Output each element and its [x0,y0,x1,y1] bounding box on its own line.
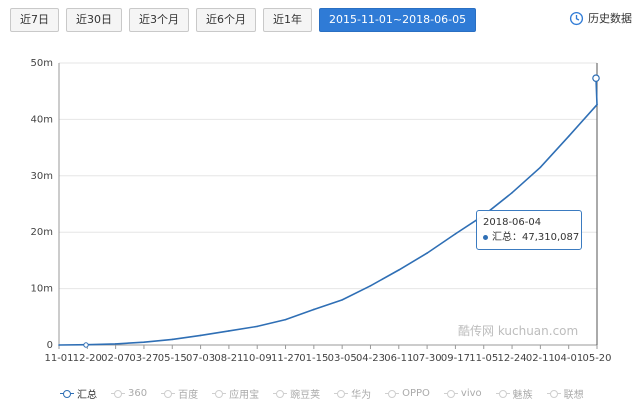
history-data-label: 历史数据 [588,12,632,25]
data-point [228,330,230,332]
data-point [313,308,315,311]
series-dot [483,234,488,240]
legend-item[interactable]: 华为 [334,386,371,401]
legend-item[interactable]: 豌豆荚 [273,386,320,401]
legend-label: 百度 [178,390,199,401]
legend-item[interactable]: vivo [443,386,482,401]
data-point [284,318,287,321]
data-point [58,344,60,346]
legend-marker-icon [212,389,227,399]
x-tick-label: 12-20 [73,353,102,364]
data-point [426,252,428,254]
legend-item[interactable]: 汇总 [60,386,97,401]
legend-label: 魅族 [512,390,533,401]
data-point [199,334,202,337]
range-30d-button[interactable]: 近30日 [66,8,122,32]
legend-marker-icon [546,389,561,399]
history-data-link[interactable]: 历史数据 [569,10,632,26]
grid-lines [58,62,598,346]
x-tick-label: 11-05 [469,353,498,364]
tooltip: 2018-06-04 汇总：47,310,087 [476,210,582,250]
data-point [143,341,145,343]
legend-item[interactable]: 联想 [546,386,584,401]
x-tick-label: 12-24 [498,353,527,364]
data-point [539,166,542,169]
legend-label: vivo [460,388,482,399]
data-point [454,233,457,235]
data-point [511,191,513,194]
x-tick-label: 04-01 [554,353,583,364]
legend-marker-icon [273,389,288,399]
legend-item[interactable]: OPPO [385,386,430,401]
date-range-toolbar: 近7日 近30日 近3个月 近6个月 近1年 2015-11-01~2018-0… [10,8,477,32]
range-1y-button[interactable]: 近1年 [263,8,312,32]
legend-item[interactable]: 应用宝 [212,386,259,401]
x-tick-label: 10-09 [243,353,272,364]
data-point [567,135,570,138]
legend-label: 汇总 [77,390,97,401]
range-7d-button[interactable]: 近7日 [10,8,59,32]
range-custom-button[interactable]: 2015-11-01~2018-06-05 [319,8,477,32]
x-tick-label: 11-01 [44,353,73,364]
legend-marker-icon [60,389,74,399]
legend-label: 联想 [563,390,584,401]
x-tick-label: 06-11 [384,353,413,364]
clock-history-icon [569,11,584,25]
x-tick-label: 01-15 [299,353,328,364]
range-6m-button[interactable]: 近6个月 [196,8,256,32]
x-tick-label: 03-05 [328,353,357,364]
x-tick-label: 08-21 [214,353,243,364]
y-tick-label: 10m [31,284,53,295]
y-tick-label: 30m [31,171,53,182]
x-tick-label: 05-15 [158,353,187,364]
legend-marker-icon [161,389,176,399]
watermark: 酷传网 kuchuan.com [458,324,579,338]
x-tick-label: 05-20 [582,353,611,364]
legend-item[interactable]: 魅族 [495,386,533,401]
legend-marker-icon [385,389,400,399]
legend-item[interactable]: 360 [111,386,147,401]
y-tick-label: 50m [31,58,53,69]
y-tick-label: 40m [31,114,53,125]
legend-marker-icon [443,389,458,399]
data-point [114,343,117,345]
chart-legend: 汇总 360 百度 应用宝 豌豆荚 华为 OPPO vivo 魅族 联想 [60,386,584,401]
legend-label: OPPO [402,388,430,399]
legend-label: 华为 [351,390,372,401]
data-point [369,284,372,287]
y-tick-label: 20m [31,227,53,238]
tooltip-date: 2018-06-04 [483,217,542,228]
x-tick-label: 02-07 [101,353,130,364]
y-tick-label: 0 [47,340,53,351]
data-point [171,338,174,341]
legend-marker-icon [495,389,510,399]
x-axis: 11-01 12-20 02-07 03-27 05-15 07-03 08-21 10-09… [44,345,612,364]
legend-label: 豌豆荚 [290,390,321,401]
highlighted-point[interactable] [592,74,600,82]
x-tick-label: 04-23 [356,353,385,364]
tooltip-value: 汇总：47,310,087 [492,232,580,243]
data-point [397,269,400,271]
x-tick-label: 11-27 [271,353,300,364]
range-3m-button[interactable]: 近3个月 [129,8,189,32]
x-tick-label: 07-03 [186,353,215,364]
data-point [256,325,259,328]
legend-marker-icon [334,389,349,399]
x-tick-label: 09-17 [441,353,470,364]
data-point [341,299,343,301]
legend-label: 应用宝 [229,390,260,401]
y-axis: 0 10m 20m 30m 40m 50m [31,58,53,351]
x-tick-label: 02-11 [526,353,555,364]
data-point [596,103,598,106]
x-tick-label: 03-27 [129,353,158,364]
x-tick-label: 07-30 [413,353,442,364]
legend-label: 360 [128,388,148,399]
start-point [83,342,89,348]
legend-marker-icon [111,389,125,399]
legend-item[interactable]: 百度 [161,386,198,401]
